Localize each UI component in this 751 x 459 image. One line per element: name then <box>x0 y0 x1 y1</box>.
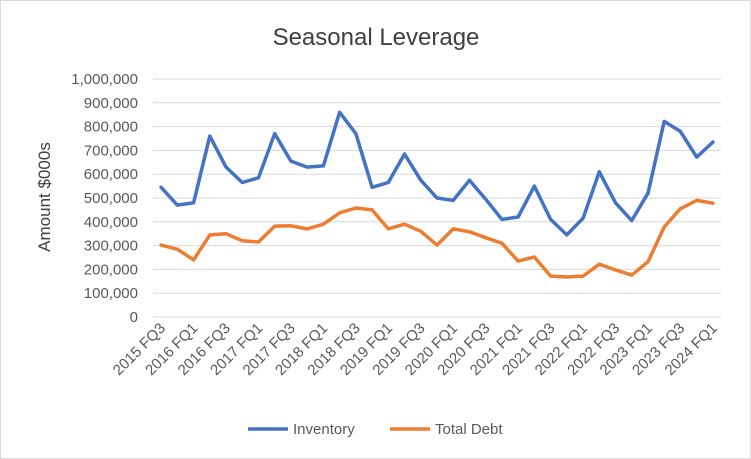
data-point <box>419 178 423 182</box>
data-point <box>305 165 309 169</box>
data-point <box>662 225 666 229</box>
y-tick-label: 900,000 <box>84 95 138 112</box>
data-point <box>403 222 407 226</box>
series-lines <box>159 110 715 279</box>
data-point <box>565 275 569 279</box>
data-point <box>711 201 715 205</box>
data-point <box>192 201 196 205</box>
data-point <box>256 240 260 244</box>
data-point <box>273 132 277 136</box>
data-point <box>240 239 244 243</box>
data-point <box>695 198 699 202</box>
data-point <box>273 224 277 228</box>
data-point <box>581 216 585 220</box>
series-line-total-debt <box>159 198 715 279</box>
data-point <box>435 243 439 247</box>
data-point <box>678 129 682 133</box>
data-point <box>321 164 325 168</box>
data-point <box>224 165 228 169</box>
data-point <box>386 181 390 185</box>
data-point <box>175 247 179 251</box>
series-line-inventory <box>159 110 715 237</box>
data-point <box>678 207 682 211</box>
y-tick-label: 700,000 <box>84 142 138 159</box>
data-point <box>386 227 390 231</box>
data-point <box>516 259 520 263</box>
data-point <box>597 170 601 174</box>
data-point <box>467 178 471 182</box>
data-point <box>630 273 634 277</box>
data-point <box>646 260 650 264</box>
y-tick-label: 800,000 <box>84 119 138 136</box>
data-point <box>500 241 504 245</box>
data-point <box>532 184 536 188</box>
data-point <box>256 176 260 180</box>
data-point <box>467 230 471 234</box>
data-point <box>338 211 342 215</box>
data-point <box>175 203 179 207</box>
data-point <box>159 243 163 247</box>
data-point <box>484 236 488 240</box>
data-point <box>289 224 293 228</box>
data-point <box>565 233 569 237</box>
data-point <box>240 181 244 185</box>
y-tick-label: 300,000 <box>84 238 138 255</box>
data-point <box>549 274 553 278</box>
data-point <box>338 110 342 114</box>
data-point <box>451 198 455 202</box>
data-point <box>711 140 715 144</box>
y-tick-label: 1,000,000 <box>71 71 138 88</box>
data-point <box>630 219 634 223</box>
data-point <box>597 262 601 266</box>
y-tick-label: 400,000 <box>84 214 138 231</box>
legend-label-total-debt: Total Debt <box>435 421 503 438</box>
legend-label-inventory: Inventory <box>293 421 355 438</box>
y-tick-label: 600,000 <box>84 166 138 183</box>
data-point <box>419 229 423 233</box>
data-point <box>451 227 455 231</box>
data-point <box>370 185 374 189</box>
data-point <box>321 222 325 226</box>
data-point <box>581 274 585 278</box>
data-point <box>549 217 553 221</box>
data-point <box>305 227 309 231</box>
data-point <box>403 152 407 156</box>
y-tick-label: 0 <box>130 309 138 326</box>
y-axis-label: Amount $000s <box>35 142 54 252</box>
chart-title: Seasonal Leverage <box>273 24 480 51</box>
y-tick-label: 500,000 <box>84 190 138 207</box>
data-point <box>695 155 699 159</box>
data-point <box>435 196 439 200</box>
y-axis-ticks: 0 100,000 200,000 300,000 400,000 500,000 600,… <box>71 71 138 326</box>
legend: Inventory Total Debt <box>248 421 503 438</box>
data-point <box>484 197 488 201</box>
data-point <box>159 185 163 189</box>
data-point <box>289 159 293 163</box>
data-point <box>354 132 358 136</box>
data-point <box>208 233 212 237</box>
data-point <box>192 258 196 262</box>
data-point <box>662 119 666 123</box>
data-point <box>224 232 228 236</box>
data-point <box>532 255 536 259</box>
y-tick-label: 200,000 <box>84 261 138 278</box>
data-point <box>614 268 618 272</box>
data-point <box>354 206 358 210</box>
data-point <box>516 215 520 219</box>
y-tick-label: 100,000 <box>84 285 138 302</box>
data-point <box>208 134 212 138</box>
data-point <box>646 191 650 195</box>
data-point <box>614 201 618 205</box>
data-point <box>370 208 374 212</box>
data-point <box>500 217 504 221</box>
